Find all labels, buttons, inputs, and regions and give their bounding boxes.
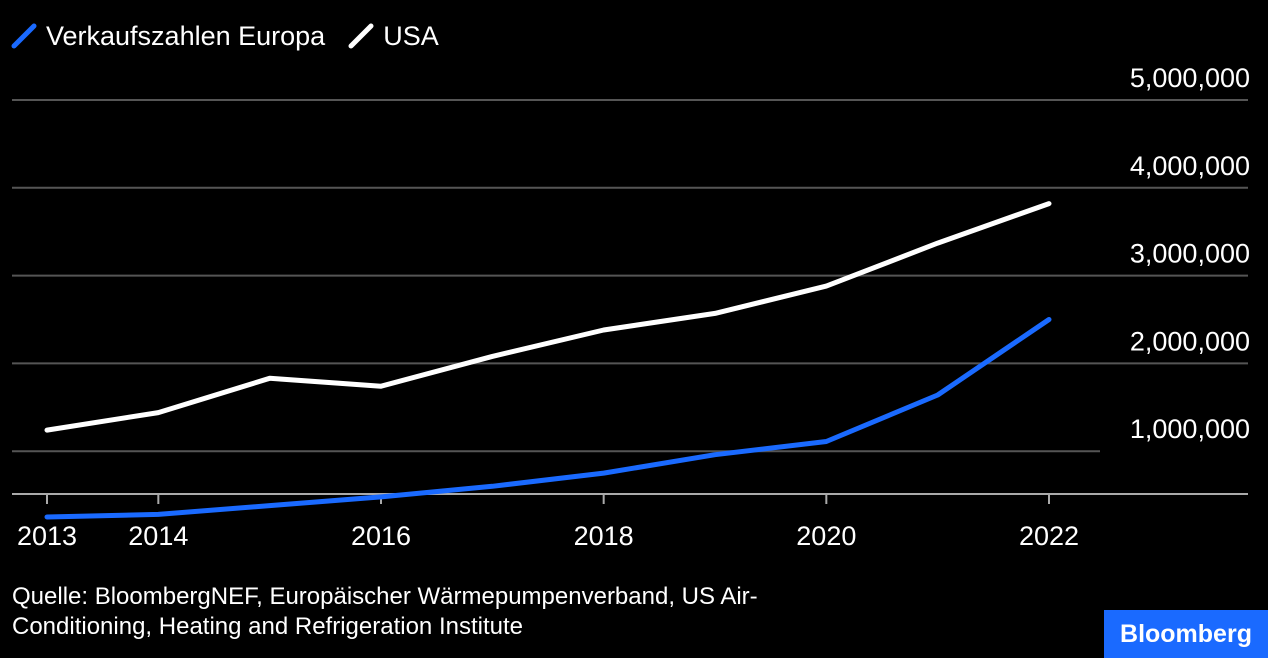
- x-axis-labels: 2013 2014 2016 2018 2020 2022: [17, 521, 1079, 551]
- y-tick-label: 1,000,000: [1130, 414, 1250, 444]
- x-tick-label: 2014: [128, 521, 188, 551]
- series-line-europa: [44, 317, 1052, 520]
- legend-label-europa: Verkaufszahlen Europa: [46, 20, 326, 51]
- series-line-usa: [44, 201, 1052, 433]
- legend: Verkaufszahlen Europa USA: [10, 18, 461, 54]
- legend-label-usa: USA: [383, 20, 439, 51]
- x-tick-label: 2022: [1019, 521, 1079, 551]
- y-axis-labels: 1,000,000 2,000,000 3,000,000 4,000,000 5,00…: [1130, 63, 1250, 444]
- y-tick-label: 2,000,000: [1130, 326, 1250, 356]
- source-note: Quelle: BloombergNEF, Europäischer Wärme…: [12, 583, 758, 640]
- x-tick-label: 2016: [351, 521, 411, 551]
- legend-swatch-usa: [348, 23, 374, 49]
- y-tick-label: 3,000,000: [1130, 239, 1250, 269]
- x-tick-label: 2020: [796, 521, 856, 551]
- legend-swatch-europa: [11, 23, 37, 49]
- x-tick-label: 2018: [574, 521, 634, 551]
- x-axis: [12, 493, 1248, 504]
- series-lines: [44, 201, 1052, 520]
- y-tick-label: 5,000,000: [1130, 63, 1250, 93]
- x-tick-label: 2013: [17, 521, 77, 551]
- y-tick-label: 4,000,000: [1130, 151, 1250, 181]
- gridlines: [12, 99, 1248, 453]
- legend-item-usa: USA: [347, 21, 439, 52]
- legend-item-europa: Verkaufszahlen Europa: [10, 21, 325, 52]
- bloomberg-logo: Bloomberg: [1104, 610, 1268, 658]
